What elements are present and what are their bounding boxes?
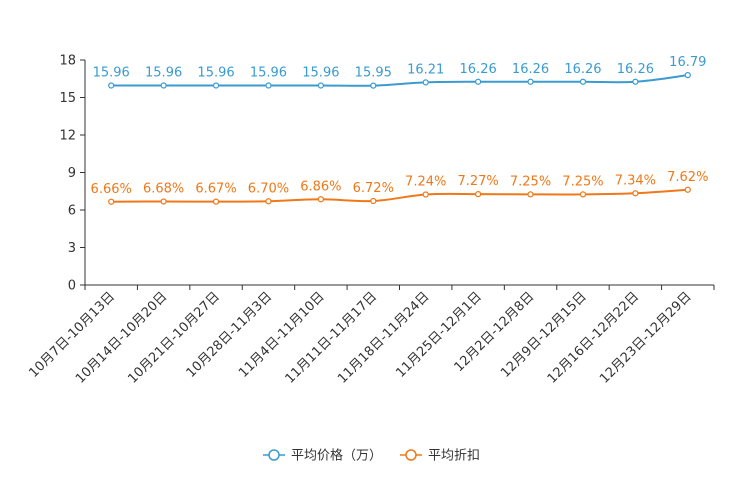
y-axis: 0 3 6 9 12 15 18	[59, 54, 86, 294]
data-label: 16.26	[617, 62, 654, 77]
data-point[interactable]	[212, 82, 220, 89]
data-point[interactable]	[370, 82, 377, 89]
data-point[interactable]	[527, 78, 534, 85]
data-label: 7.25%	[510, 174, 551, 189]
series-average-discount: 6.66% 6.68% 6.67% 6.70% 6.86% 6.72% 7.24% 7.27%…	[91, 170, 708, 205]
y-tick-label: 9	[68, 166, 76, 181]
data-label: 16.26	[460, 62, 497, 77]
x-tick-label: 10月14日-10月20日	[73, 289, 170, 386]
data-label: 16.21	[407, 62, 444, 77]
series-layer: 15.96 15.96 15.96 15.96 15.96 15.95 16.21 16.26…	[91, 55, 708, 205]
legend-item-average-price[interactable]: 平均价格（万）	[263, 448, 382, 464]
data-point[interactable]	[632, 78, 639, 85]
data-label: 6.72%	[353, 181, 394, 196]
data-label: 7.34%	[615, 173, 656, 188]
series-line	[111, 74, 688, 87]
x-tick-label: 10月21日-10月27日	[125, 289, 222, 386]
data-label: 15.96	[145, 66, 182, 81]
data-point[interactable]	[579, 78, 587, 85]
legend-label: 平均价格（万）	[291, 448, 382, 464]
series-average-price: 15.96 15.96 15.96 15.96 15.96 15.95 16.21 16.26…	[93, 55, 706, 89]
data-point[interactable]	[579, 191, 587, 198]
data-point[interactable]	[475, 191, 482, 198]
data-point[interactable]	[370, 197, 377, 205]
data-point[interactable]	[475, 78, 482, 85]
data-label: 15.96	[250, 66, 287, 81]
data-point[interactable]	[422, 191, 429, 198]
x-tick-label: 11月18日-11月24日	[335, 289, 432, 386]
data-label: 6.66%	[91, 182, 132, 197]
data-label: 7.27%	[457, 174, 498, 189]
y-tick-label: 3	[68, 241, 76, 256]
data-point[interactable]	[422, 79, 429, 86]
data-point[interactable]	[527, 191, 534, 198]
data-point[interactable]	[684, 72, 691, 79]
legend-marker-icon	[405, 449, 417, 461]
y-tick-label: 6	[68, 204, 76, 219]
data-label: 7.25%	[562, 174, 603, 189]
data-point[interactable]	[684, 186, 691, 193]
data-point[interactable]	[317, 196, 324, 203]
x-tick-label: 10月7日-10月13日	[26, 289, 118, 381]
data-point[interactable]	[108, 198, 115, 205]
data-point[interactable]	[108, 82, 115, 89]
x-tick-label: 12月23日-12月29日	[597, 289, 694, 386]
legend-marker-icon	[268, 449, 280, 461]
y-tick-label: 12	[59, 129, 76, 144]
data-point[interactable]	[160, 82, 167, 89]
legend-label: 平均折扣	[428, 449, 480, 464]
x-tick-label: 11月11日-11月17日	[283, 289, 380, 386]
y-tick-label: 15	[59, 91, 76, 106]
data-label: 15.96	[302, 66, 339, 81]
data-point[interactable]	[632, 190, 639, 197]
data-label: 6.70%	[248, 181, 289, 196]
data-label: 15.96	[197, 66, 234, 81]
series-line	[111, 188, 688, 203]
data-label: 15.96	[93, 66, 130, 81]
data-label: 7.62%	[667, 170, 708, 185]
data-label: 6.86%	[300, 179, 341, 194]
data-label: 6.67%	[195, 182, 236, 197]
data-label: 16.26	[512, 62, 549, 77]
data-label: 6.68%	[143, 182, 184, 197]
y-tick-label: 0	[68, 279, 76, 294]
y-tick-label: 18	[59, 54, 76, 69]
legend-item-average-discount[interactable]: 平均折扣	[400, 449, 480, 464]
data-label: 16.79	[669, 55, 706, 70]
x-axis: 10月7日-10月13日10月14日-10月20日10月21日-10月27日10…	[26, 284, 715, 387]
data-label: 16.26	[564, 62, 601, 77]
x-tick-label: 12月16日-12月22日	[545, 289, 642, 386]
legend[interactable]: 平均价格（万） 平均折扣	[263, 448, 480, 464]
data-point[interactable]	[212, 198, 220, 205]
data-point[interactable]	[265, 82, 272, 89]
data-point[interactable]	[317, 82, 324, 89]
data-label: 7.24%	[405, 175, 446, 190]
data-point[interactable]	[160, 198, 167, 205]
data-point[interactable]	[265, 198, 272, 205]
data-label: 15.95	[355, 66, 392, 81]
